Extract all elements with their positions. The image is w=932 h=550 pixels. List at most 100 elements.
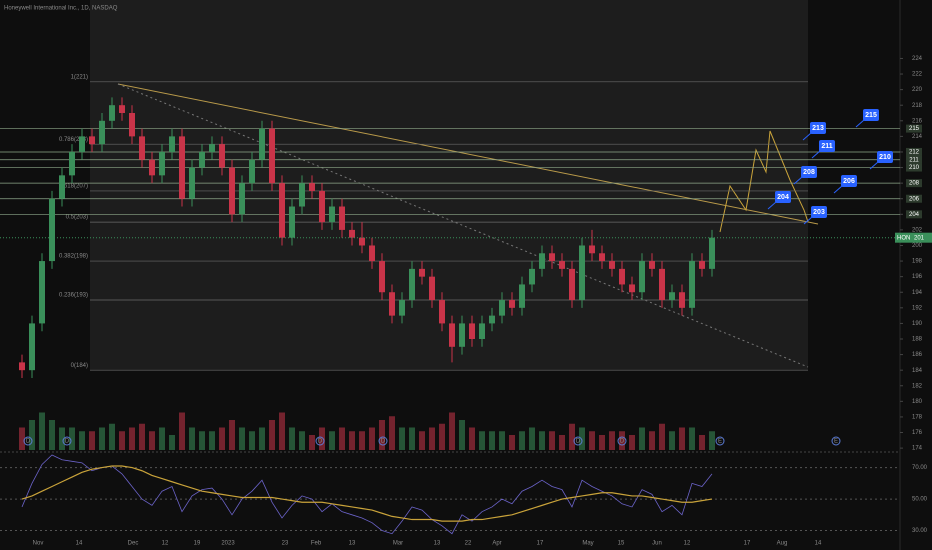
volume-bar <box>479 431 485 450</box>
volume-bar <box>89 431 95 450</box>
callout-pointer <box>793 176 803 185</box>
x-tick-label: Aug <box>777 541 788 547</box>
x-tick-label: 2023 <box>221 541 235 547</box>
price-tag-box <box>895 232 932 243</box>
volume-bar <box>19 427 25 450</box>
volume-bar <box>339 427 345 450</box>
volume-bar <box>69 427 75 450</box>
y-tick-label: 196 <box>912 274 923 280</box>
candle-body <box>639 261 645 293</box>
x-tick-label: May <box>582 541 593 547</box>
callout-label: 203 <box>813 209 825 216</box>
fib-label: 0.5(203) <box>66 215 88 221</box>
volume-bar <box>109 423 115 450</box>
y-tick-label: 220 <box>912 87 923 93</box>
candle-body <box>49 198 55 262</box>
callout-label: 206 <box>843 178 855 185</box>
candle-body <box>149 159 155 176</box>
volume-bar <box>459 420 465 450</box>
callout-box <box>811 206 827 218</box>
candle-body <box>519 284 525 308</box>
callout-box <box>841 175 857 187</box>
target-tag: 215 <box>909 126 920 132</box>
candle-body <box>99 120 105 145</box>
x-tick-label: 15 <box>618 541 625 547</box>
volume-bar <box>679 427 685 450</box>
callout-pointer <box>811 150 821 159</box>
volume-bar <box>199 431 205 450</box>
volume-bar <box>579 427 585 450</box>
volume-bar <box>39 412 45 450</box>
volume-bar <box>529 427 535 450</box>
event-label: D <box>65 439 70 445</box>
volume-bar <box>409 427 415 450</box>
candle-body <box>419 268 425 277</box>
y-tick-label: 198 <box>912 259 923 265</box>
range-highlight <box>90 0 808 370</box>
y-tick-label: 190 <box>912 321 923 327</box>
candle-body <box>409 268 415 301</box>
x-tick-label: 14 <box>815 541 822 547</box>
event-label: D <box>381 439 386 445</box>
volume-bar <box>439 423 445 450</box>
target-tag: 206 <box>909 196 920 202</box>
volume-bar <box>389 416 395 450</box>
volume-bar <box>219 427 225 450</box>
event-marker <box>831 436 841 446</box>
candle-body <box>569 268 575 301</box>
candle-body <box>19 362 25 371</box>
volume-bar <box>289 427 295 450</box>
candle-body <box>69 151 75 176</box>
y-tick-label: 188 <box>912 337 923 343</box>
volume-bar <box>539 431 545 450</box>
fib-label: 0.382(198) <box>59 254 88 260</box>
candle-body <box>39 261 45 324</box>
volume-bar <box>429 427 435 450</box>
volume-bar <box>659 423 665 450</box>
candle-body <box>179 136 185 199</box>
x-tick-label: 23 <box>282 541 289 547</box>
volume-bar <box>319 427 325 450</box>
y-tick-label: 200 <box>912 243 923 249</box>
candle-body <box>529 268 535 285</box>
candle-body <box>609 261 615 269</box>
callout-box <box>801 166 817 178</box>
volume-bar <box>549 431 555 450</box>
volume-bar <box>589 431 595 450</box>
candle-body <box>679 292 685 308</box>
fib-label: 0.786(213) <box>59 137 88 143</box>
x-tick-label: Mar <box>393 541 403 547</box>
callout-pointer <box>767 201 777 210</box>
x-tick-label: 17 <box>744 541 751 547</box>
candle-body <box>299 183 305 207</box>
x-tick-label: 12 <box>684 541 691 547</box>
volume-bar <box>169 435 175 450</box>
y-tick-label: 184 <box>912 368 923 374</box>
candle-body <box>369 245 375 262</box>
candle-body <box>539 253 545 269</box>
candle-body <box>289 206 295 238</box>
y-tick-label: 224 <box>912 56 923 62</box>
volume-bar <box>129 427 135 450</box>
volume-bar <box>559 435 565 450</box>
candle-body <box>239 183 245 215</box>
callout-label: 208 <box>803 169 815 176</box>
candle-body <box>169 136 175 152</box>
candle-body <box>669 292 675 301</box>
candle-body <box>589 245 595 254</box>
volume-bar <box>149 431 155 450</box>
fib-label: 0(184) <box>71 363 88 369</box>
callout-box <box>775 191 791 203</box>
volume-bar <box>469 427 475 450</box>
volume-bar <box>369 427 375 450</box>
event-label: E <box>718 439 722 445</box>
volume-bar <box>519 431 525 450</box>
target-tag-box <box>906 210 922 219</box>
y-tick-label: 178 <box>912 415 923 421</box>
candle-body <box>279 183 285 238</box>
volume-bar <box>449 412 455 450</box>
volume-bar <box>99 427 105 450</box>
event-marker <box>315 436 325 446</box>
volume-bar <box>379 420 385 450</box>
candle-body <box>629 284 635 293</box>
